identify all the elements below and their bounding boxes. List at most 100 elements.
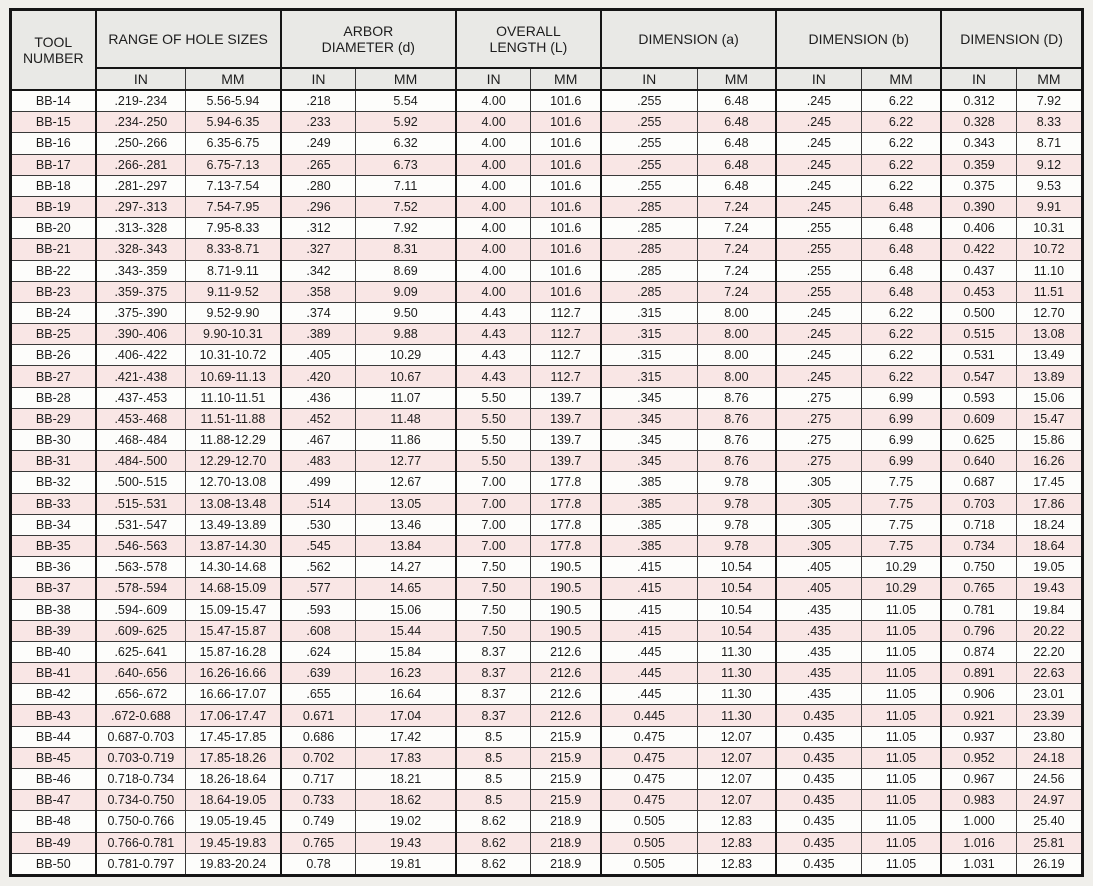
cell-dim_b_mm: 6.22 <box>860 344 942 367</box>
cell-dim_d_mm: 22.63 <box>1015 662 1084 685</box>
cell-tool_number: BB-45 <box>9 746 97 770</box>
cell-dim_d_mm: 19.84 <box>1015 598 1084 621</box>
cell-dim_a_mm: 11.30 <box>696 704 777 727</box>
table-row: BB-27.421-.438 10.69-11.13.420 10.67 4.43 11… <box>9 365 1084 388</box>
cell-dim_d_mm: 18.24 <box>1015 513 1084 536</box>
cell-range_mm: 12.29-12.70 <box>185 450 282 473</box>
cell-dim_d_mm: 8.33 <box>1015 111 1084 134</box>
cell-dim_b_mm: 11.05 <box>860 662 942 685</box>
cell-dim_a_mm: 8.00 <box>696 365 777 388</box>
cell-arbor_in: .342 <box>279 259 357 282</box>
cell-dim_b_in: .275 <box>775 450 862 473</box>
cell-dim_b_in: .275 <box>775 386 862 409</box>
header-units-row: IN MM IN MM IN MM IN MM IN MM IN MM <box>11 67 1084 91</box>
cell-arbor_in: 0.671 <box>279 704 357 727</box>
cell-tool_number: BB-24 <box>9 301 97 325</box>
cell-dim_d_mm: 12.70 <box>1015 301 1084 325</box>
cell-dim_d_in: 0.983 <box>940 789 1017 812</box>
cell-arbor_mm: 15.44 <box>355 619 457 642</box>
unit-dim-b-mm: MM <box>860 67 942 91</box>
cell-dim_a_in: .315 <box>599 323 698 346</box>
cell-arbor_mm: 7.92 <box>355 217 457 240</box>
cell-tool_number: BB-42 <box>9 683 97 706</box>
cell-dim_b_mm: 11.05 <box>860 789 942 812</box>
cell-arbor_mm: 14.65 <box>355 577 457 600</box>
cell-dim_b_mm: 6.48 <box>860 259 942 282</box>
table-row: BB-18.281-.297 7.13-7.54.280 7.11 4.00 101.6… <box>9 174 1084 197</box>
cell-dim_a_in: .445 <box>599 683 698 706</box>
cell-arbor_mm: 16.23 <box>355 662 457 685</box>
cell-dim_a_in: 0.475 <box>599 767 698 791</box>
cell-arbor_in: .483 <box>279 450 357 473</box>
cell-dim_a_in: .315 <box>599 365 698 388</box>
cell-arbor_mm: 10.29 <box>355 344 457 367</box>
cell-dim_d_in: 0.781 <box>940 598 1017 621</box>
cell-length_in: 8.5 <box>454 725 532 748</box>
cell-dim_d_in: 1.016 <box>940 831 1017 854</box>
cell-arbor_in: .312 <box>279 217 357 240</box>
cell-tool_number: BB-41 <box>9 662 97 685</box>
cell-dim_b_mm: 6.22 <box>860 132 942 155</box>
cell-range_in: .656-.672 <box>94 683 187 706</box>
cell-dim_b_mm: 11.05 <box>860 683 942 706</box>
cell-dim_d_mm: 9.53 <box>1015 174 1084 197</box>
cell-arbor_mm: 9.88 <box>355 323 457 346</box>
cell-dim_b_in: .245 <box>775 344 862 367</box>
cell-dim_b_mm: 10.29 <box>860 577 942 600</box>
cell-length_mm: 212.6 <box>530 662 602 685</box>
cell-tool_number: BB-50 <box>9 852 97 876</box>
cell-length_in: 7.50 <box>454 577 532 600</box>
cell-range_mm: 7.95-8.33 <box>185 217 282 240</box>
cell-dim_a_mm: 10.54 <box>696 577 777 600</box>
cell-length_mm: 112.7 <box>530 365 602 388</box>
cell-arbor_in: 0.717 <box>279 767 357 791</box>
cell-length_in: 5.50 <box>454 407 532 431</box>
cell-length_mm: 212.6 <box>530 704 602 727</box>
cell-range_mm: 9.90-10.31 <box>185 323 282 346</box>
cell-arbor_mm: 15.84 <box>355 640 457 664</box>
cell-dim_a_mm: 12.83 <box>696 831 777 854</box>
cell-range_in: 0.687-0.703 <box>94 725 187 748</box>
table-row: BB-45 0.703-0.719 17.85-18.26 0.702 17.83 8.5… <box>9 746 1084 770</box>
cell-length_mm: 112.7 <box>530 344 602 367</box>
cell-range_in: 0.750-0.766 <box>94 810 187 833</box>
header-tool-line2: NUMBER <box>22 50 84 66</box>
cell-dim_b_mm: 7.75 <box>860 492 942 515</box>
cell-dim_b_mm: 6.48 <box>860 217 942 240</box>
cell-length_in: 4.43 <box>454 301 532 325</box>
cell-dim_d_mm: 11.51 <box>1015 280 1084 303</box>
table-row: BB-41.640-.656 16.26-16.66.639 16.23 8.37 21… <box>9 662 1084 685</box>
cell-arbor_in: .514 <box>279 492 357 515</box>
cell-range_mm: 7.13-7.54 <box>185 174 282 197</box>
cell-dim_b_mm: 7.75 <box>860 471 942 494</box>
cell-dim_b_in: .305 <box>775 534 862 558</box>
cell-dim_d_in: 0.375 <box>940 174 1017 197</box>
cell-tool_number: BB-36 <box>9 556 97 579</box>
cell-range_in: .672-0.688 <box>94 704 187 727</box>
cell-tool_number: BB-35 <box>9 534 97 558</box>
cell-range_mm: 9.11-9.52 <box>185 280 282 303</box>
cell-dim_d_in: 0.500 <box>940 301 1017 325</box>
cell-range_in: .546-.563 <box>94 534 187 558</box>
cell-arbor_mm: 13.05 <box>355 492 457 515</box>
cell-arbor_mm: 19.81 <box>355 852 457 876</box>
cell-arbor_in: .296 <box>279 195 357 219</box>
cell-length_mm: 212.6 <box>530 640 602 664</box>
cell-dim_a_in: 0.505 <box>599 831 698 854</box>
cell-range_mm: 15.87-16.28 <box>185 640 282 664</box>
cell-dim_a_mm: 9.78 <box>696 492 777 515</box>
cell-dim_d_in: 0.640 <box>940 450 1017 473</box>
cell-dim_a_mm: 6.48 <box>696 132 777 155</box>
cell-arbor_mm: 18.62 <box>355 789 457 812</box>
cell-tool_number: BB-31 <box>9 450 97 473</box>
cell-length_mm: 215.9 <box>530 767 602 791</box>
cell-dim_d_mm: 25.81 <box>1015 831 1084 854</box>
cell-arbor_mm: 19.43 <box>355 831 457 854</box>
cell-dim_a_in: .255 <box>599 174 698 197</box>
cell-dim_d_mm: 20.22 <box>1015 619 1084 642</box>
table-row: BB-44 0.687-0.703 17.45-17.85 0.686 17.42 8.5… <box>9 725 1084 748</box>
cell-length_in: 7.00 <box>454 471 532 494</box>
cell-dim_d_in: 0.328 <box>940 111 1017 134</box>
cell-range_mm: 19.45-19.83 <box>185 831 282 854</box>
cell-dim_d_in: 0.625 <box>940 428 1017 452</box>
